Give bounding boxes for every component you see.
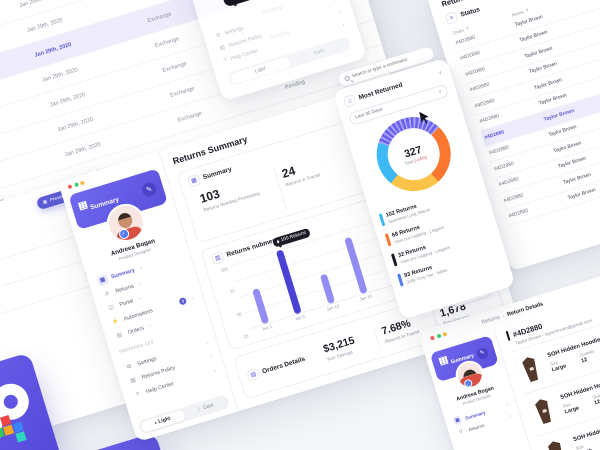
chevron-right-icon: › — [505, 401, 510, 409]
bar[interactable]: Jan 5 100 Returns — [271, 227, 312, 322]
sidebar-item-icon: ▤ — [116, 332, 124, 340]
breadcrumb-root[interactable]: Returns — [480, 314, 501, 326]
sidebar-item-icon: ▧ — [130, 377, 137, 385]
sidebar-item-icon: ◫ — [107, 304, 115, 312]
product-image — [540, 437, 572, 450]
sort-icon: ∨ — [524, 7, 530, 13]
summary-card-title: Summary — [202, 165, 233, 182]
sidebar-item-icon: ▦ — [452, 415, 463, 426]
bar[interactable]: Jan 10 — [308, 239, 340, 312]
logo-icon — [438, 355, 449, 366]
sidebar-item-icon: ↺ — [458, 428, 464, 435]
light-option[interactable]: ● Light — [139, 409, 186, 433]
y-tick: 75 — [229, 288, 236, 295]
chevron-down-icon: ∨ — [437, 88, 443, 95]
chevron-right-icon: › — [509, 413, 513, 420]
chevron-right-icon: › — [204, 340, 209, 347]
sidebar-item-icon: ⚡ — [111, 318, 120, 326]
zoom-dot[interactable] — [442, 331, 448, 337]
chevron-right-icon: › — [138, 281, 143, 288]
sidebar-item-label: Portal — [118, 298, 135, 309]
chevron-right-icon: › — [337, 8, 342, 16]
chevron-right-icon: › — [191, 295, 195, 302]
minimize-dot[interactable] — [436, 333, 442, 339]
light-label: Light — [157, 415, 172, 425]
faded-menu-label: Help Center — [229, 47, 259, 62]
portal-icon: ▦ — [42, 198, 48, 205]
color-bar — [378, 213, 385, 227]
sidebar-item-label: Returns — [467, 422, 485, 432]
menu-icon: ▧ — [219, 44, 226, 52]
moon-icon: ☾ — [196, 406, 203, 414]
dark-option[interactable]: ☾ Dark — [182, 396, 228, 420]
most-returned-icon: ⌂ — [342, 94, 357, 108]
sidebar-item-icon: ▦ — [96, 274, 109, 287]
accent-bar — [505, 330, 511, 341]
chevron-right-icon: › — [139, 265, 144, 272]
sort-icon: ∨ — [464, 25, 470, 32]
dark-label: Dark — [202, 402, 215, 412]
sidebar-item-icon: ⚙ — [125, 363, 133, 371]
bar[interactable]: Jan 1 — [243, 259, 273, 332]
dot-icon: ● — [154, 420, 158, 426]
product-image — [515, 353, 547, 385]
orders-stat: $3,215 Your Savings — [316, 328, 379, 364]
status-label: Status — [459, 6, 481, 19]
breadcrumb-separator-icon: › — [502, 313, 506, 320]
sidebar-item-label: Orders — [127, 325, 145, 337]
sidebar-item-icon: ↺ — [103, 290, 111, 298]
chevron-right-icon: › — [148, 323, 153, 330]
chevron-right-icon: › — [209, 354, 213, 361]
range-label: Last 30 Days — [354, 107, 384, 121]
donut-chart: 327 Total (-14%) — [367, 107, 460, 201]
bar[interactable]: Jan 15 — [341, 229, 373, 302]
product-image — [527, 395, 559, 427]
window-controls[interactable] — [429, 331, 450, 341]
search-icon — [344, 75, 350, 82]
orders-card-title: Orders Details — [261, 355, 306, 375]
donut-total-label: Total — [403, 158, 414, 166]
orders-card-icon: ▤ — [246, 367, 261, 382]
color-bar — [384, 233, 391, 247]
color-bar — [390, 253, 398, 267]
summary-card-icon: ▦ — [187, 173, 201, 188]
color-bar — [397, 273, 404, 287]
chevron-right-icon: › — [138, 296, 142, 303]
chevron-right-icon: › — [341, 21, 346, 28]
sidebar-item-label: Settings — [136, 355, 158, 368]
y-tick: 50 — [236, 310, 243, 318]
chevron-right-icon: › — [334, 0, 338, 3]
sidebar-item-label: Help Center — [145, 380, 175, 395]
chevron-down-icon[interactable]: ∨ — [438, 69, 443, 76]
status-icon: ≡ — [444, 11, 459, 25]
y-tick: 25 — [242, 333, 249, 340]
count-badge: 9 — [178, 297, 188, 306]
chart-card-icon: ▥ — [210, 251, 225, 265]
menu-icon: ? — [222, 57, 228, 64]
close-dot[interactable] — [429, 335, 435, 341]
logo-icon — [78, 200, 88, 211]
menu-icon: ⚙ — [215, 31, 222, 39]
chevron-right-icon: › — [213, 367, 217, 375]
y-tick: 100 — [220, 266, 229, 274]
sidebar-item-label: Returns — [114, 283, 135, 295]
sidebar-item-icon: ? — [135, 391, 141, 399]
